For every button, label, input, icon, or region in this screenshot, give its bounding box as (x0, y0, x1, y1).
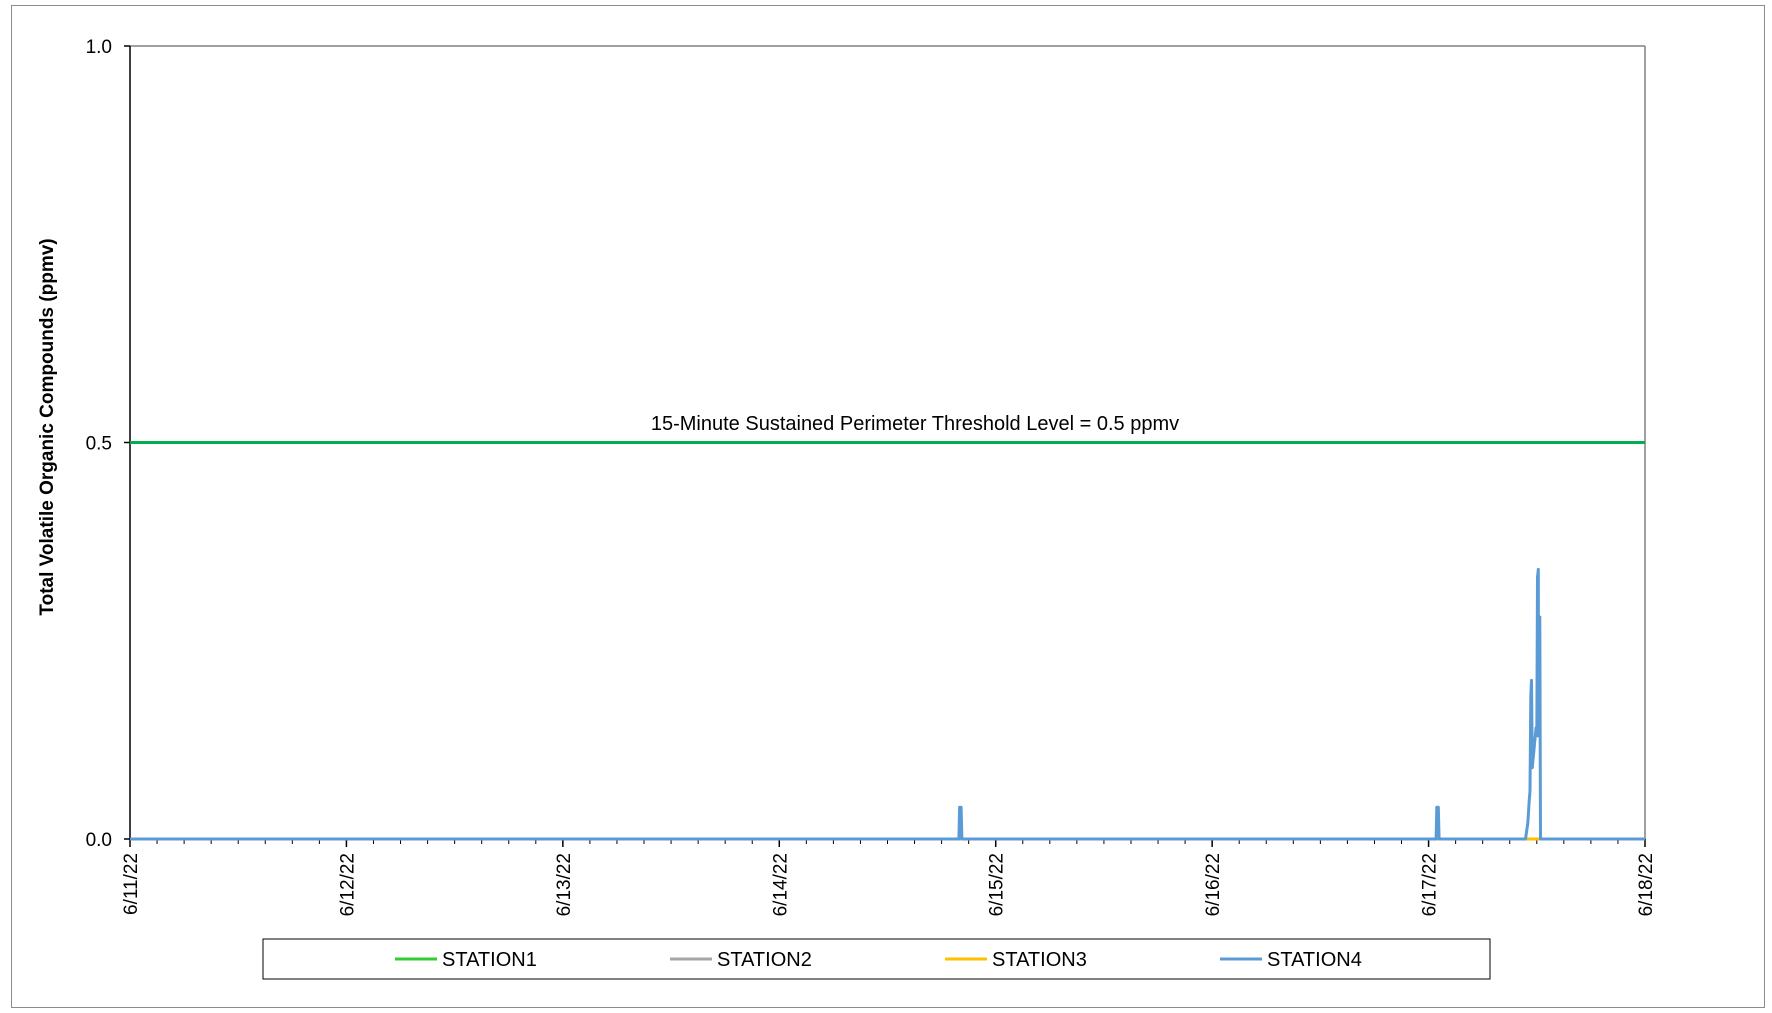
y-tick-label: 1.0 (86, 37, 112, 58)
axes-layer: 0.0 0.5 1.0 6/11/22 6/12/22 6/13/22 6/14/22 6/1… (86, 37, 1657, 916)
series-layer (130, 441, 1645, 841)
x-tick-label: 6/16/22 (1203, 853, 1224, 916)
x-tick-label: 6/18/22 (1636, 853, 1657, 916)
legend-label-station3: STATION3 (992, 949, 1087, 971)
threshold-label: 15-Minute Sustained Perimeter Threshold … (651, 413, 1179, 435)
legend-box (262, 938, 1491, 980)
y-tick-label: 0.5 (86, 434, 112, 455)
legend-label-station1: STATION1 (442, 949, 537, 971)
x-tick-label: 6/13/22 (554, 853, 575, 916)
y-tick-label: 0.0 (86, 830, 112, 851)
legend-label-station2: STATION2 (717, 949, 812, 971)
legend-label-station4: STATION4 (1267, 949, 1362, 971)
y-axis-label: Total Volatile Organic Compounds (ppmv) (37, 238, 58, 615)
x-tick-label: 6/14/22 (770, 853, 791, 916)
x-tick-label: 6/17/22 (1420, 853, 1441, 916)
x-tick-label: 6/12/22 (337, 853, 358, 916)
x-tick-label: 6/11/22 (121, 853, 142, 915)
legend: STATION1 STATION2 STATION3 STATION4 (262, 938, 1491, 980)
series-line-station4 (130, 567, 1645, 841)
x-tick-label: 6/15/22 (987, 853, 1008, 916)
